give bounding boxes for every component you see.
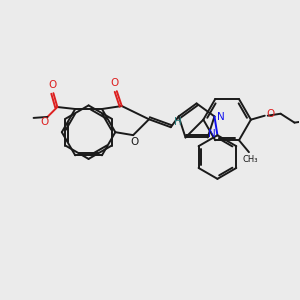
Text: CH₃: CH₃	[242, 154, 258, 164]
Text: N: N	[208, 128, 215, 139]
Text: O: O	[40, 117, 49, 127]
Text: O: O	[130, 137, 138, 147]
Text: N: N	[217, 112, 224, 122]
Text: O: O	[48, 80, 56, 90]
Text: O: O	[267, 109, 275, 119]
Text: H: H	[174, 117, 182, 127]
Text: O: O	[111, 78, 119, 88]
